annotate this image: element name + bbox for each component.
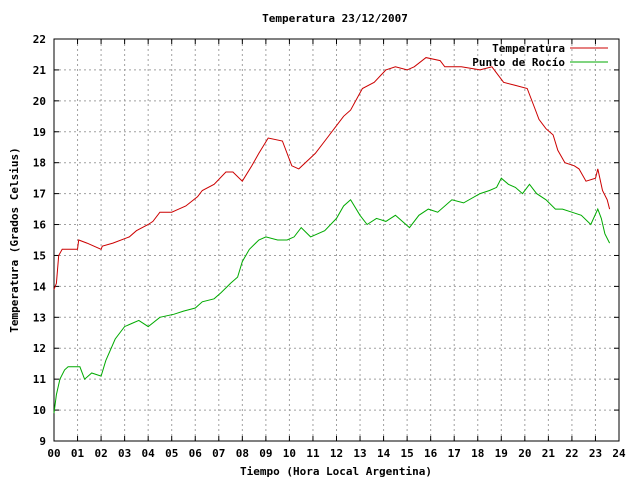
x-tick-label: 02 xyxy=(94,447,107,460)
x-tick-label: 14 xyxy=(377,447,391,460)
x-tick-label: 20 xyxy=(518,447,531,460)
x-tick-label: 01 xyxy=(71,447,85,460)
y-tick-label: 20 xyxy=(33,95,46,108)
chart-title: Temperatura 23/12/2007 xyxy=(262,12,408,25)
legend-label-temperatura: Temperatura xyxy=(492,42,565,55)
x-tick-label: 12 xyxy=(330,447,343,460)
x-tick-label: 21 xyxy=(542,447,556,460)
x-tick-label: 09 xyxy=(259,447,272,460)
legend: Temperatura Punto de Rocío xyxy=(472,42,608,69)
y-tick-label: 13 xyxy=(33,311,46,324)
y-tick-label: 11 xyxy=(33,373,47,386)
x-tick-label: 13 xyxy=(353,447,366,460)
y-tick-label: 14 xyxy=(33,280,47,293)
x-tick-label: 19 xyxy=(495,447,508,460)
series-line-punto-de-rocio xyxy=(53,177,611,414)
x-tick-label: 05 xyxy=(165,447,178,460)
y-tick-label: 16 xyxy=(33,219,47,232)
x-tick-label: 16 xyxy=(424,447,438,460)
y-tick-label: 22 xyxy=(33,33,46,46)
x-tick-label: 06 xyxy=(189,447,203,460)
y-tick-label: 12 xyxy=(33,342,46,355)
series-lines xyxy=(53,57,611,414)
y-tick-label: 9 xyxy=(39,435,46,448)
y-axis-label: Temperatura (Grados Celsius) xyxy=(8,147,21,332)
grid-lines xyxy=(54,39,619,441)
x-tick-labels: 00 01 02 03 04 05 06 07 08 09 10 11 12 13 14 15 16 17 18 19… xyxy=(47,447,626,460)
x-tick-label: 17 xyxy=(448,447,461,460)
axis-ticks xyxy=(53,38,620,442)
y-tick-label: 21 xyxy=(33,64,47,77)
series-line-temperatura xyxy=(53,57,611,290)
x-tick-label: 23 xyxy=(589,447,602,460)
y-tick-label: 10 xyxy=(33,404,46,417)
y-tick-label: 18 xyxy=(33,157,46,170)
x-axis-label: Tiempo (Hora Local Argentina) xyxy=(240,465,432,478)
y-tick-label: 17 xyxy=(33,188,46,201)
x-tick-label: 08 xyxy=(236,447,249,460)
y-tick-labels: 9 10 11 12 13 14 15 16 17 18 19 20 21 22 xyxy=(33,33,47,448)
x-tick-label: 07 xyxy=(212,447,225,460)
x-tick-label: 11 xyxy=(306,447,320,460)
x-tick-label: 10 xyxy=(283,447,296,460)
legend-label-punto-de-rocio: Punto de Rocío xyxy=(472,56,565,69)
x-tick-label: 15 xyxy=(401,447,414,460)
y-tick-label: 15 xyxy=(33,249,46,262)
x-tick-label: 22 xyxy=(565,447,578,460)
x-tick-label: 03 xyxy=(118,447,131,460)
x-tick-label: 00 xyxy=(47,447,60,460)
x-tick-label: 24 xyxy=(612,447,626,460)
y-tick-label: 19 xyxy=(33,126,46,139)
x-tick-label: 04 xyxy=(142,447,156,460)
x-tick-label: 18 xyxy=(471,447,484,460)
